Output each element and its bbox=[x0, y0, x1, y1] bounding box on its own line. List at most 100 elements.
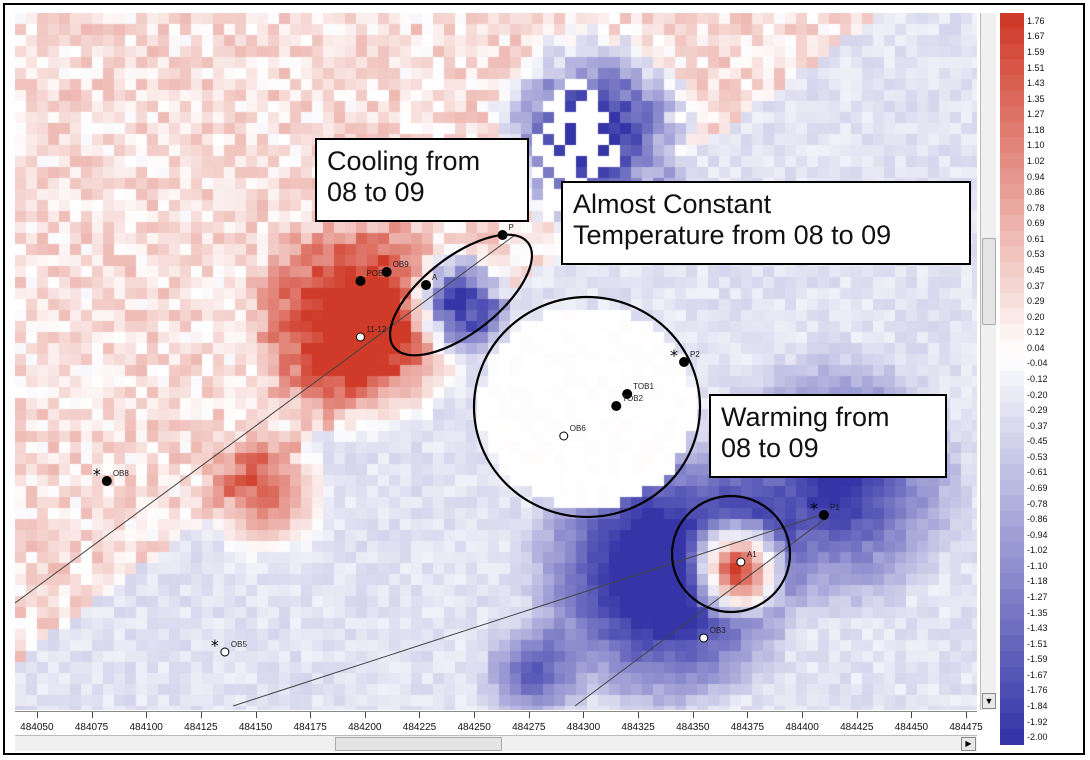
well-marker[interactable]: 11-12 bbox=[355, 325, 387, 342]
x-axis-tick-mark bbox=[364, 712, 366, 718]
x-axis-tick-label: 484250 bbox=[457, 722, 491, 733]
well-lines bbox=[15, 234, 826, 707]
color-scale-label: 0.45 bbox=[1027, 264, 1045, 275]
well-marker[interactable]: TOB2 bbox=[611, 394, 644, 411]
x-axis-tick-label: 484425 bbox=[840, 722, 874, 733]
well-marker[interactable]: OB9 bbox=[381, 260, 410, 277]
well-marker[interactable]: * P2 bbox=[670, 346, 700, 367]
color-scale-label: 0.53 bbox=[1027, 249, 1045, 260]
well-point bbox=[220, 647, 230, 657]
well-label: OB9 bbox=[393, 260, 410, 269]
well-marker[interactable]: A bbox=[421, 273, 439, 290]
vertical-scrollbar[interactable]: ▼ bbox=[980, 13, 996, 710]
x-axis-tick-label: 484175 bbox=[293, 722, 327, 733]
cooling-region-outline bbox=[388, 233, 534, 357]
color-scale-label: 1.10 bbox=[1027, 140, 1045, 151]
well-marker[interactable]: * OB5 bbox=[211, 636, 248, 657]
well-line bbox=[15, 234, 516, 604]
x-axis-tick-mark bbox=[310, 712, 312, 718]
color-scale-label: 0.94 bbox=[1027, 171, 1045, 182]
scroll-down-arrow-icon[interactable]: ▼ bbox=[982, 693, 996, 709]
x-axis-tick-label: 484100 bbox=[129, 722, 163, 733]
well-label: OB3 bbox=[710, 626, 727, 635]
cooling-callout-line2: 08 to 09 bbox=[327, 177, 425, 207]
warming-callout-line1: Warming from bbox=[721, 402, 890, 432]
well-star-icon: * bbox=[810, 499, 818, 518]
well-point bbox=[699, 633, 709, 643]
region-outlines bbox=[388, 233, 792, 614]
well-point bbox=[611, 401, 622, 411]
well-label: OB5 bbox=[231, 640, 248, 649]
color-scale-legend: 1.76 1.67 1.59 1.51 1.43 1.35 1.27 1.18 1.10 1.02… bbox=[997, 13, 1077, 745]
well-marker[interactable]: P bbox=[497, 223, 514, 240]
horizontal-scrollbar[interactable]: ▶ bbox=[15, 735, 977, 751]
horizontal-scroll-thumb[interactable] bbox=[335, 737, 502, 751]
well-label: P bbox=[509, 223, 514, 232]
well-marker[interactable]: TOB1 bbox=[622, 382, 655, 399]
temperature-change-map[interactable]: * OB8 * OB5 POB OB9 A P 11-12 OB6 TOB1 TOB2 * P2 * P1 A1… bbox=[15, 13, 977, 710]
warming-callout: Warming from 08 to 09 bbox=[709, 394, 947, 478]
well-marker[interactable]: * P1 bbox=[810, 499, 840, 520]
x-axis-tick-label: 484150 bbox=[238, 722, 273, 733]
color-scale-label: 0.37 bbox=[1027, 280, 1045, 291]
x-axis-tick-label: 484050 bbox=[20, 722, 54, 733]
warming-region-outline bbox=[670, 494, 792, 614]
x-axis-tick-label: 484125 bbox=[184, 722, 218, 733]
color-scale-label: 1.35 bbox=[1027, 93, 1045, 104]
x-axis: 484050 484075 484100 484125 484150 484175 4842… bbox=[15, 711, 983, 736]
color-scale-label: 0.69 bbox=[1027, 218, 1045, 229]
well-point bbox=[355, 276, 366, 286]
warming-callout-line2: 08 to 09 bbox=[721, 433, 819, 463]
color-scale-label: 1.67 bbox=[1027, 31, 1045, 42]
color-scale-label: -0.53 bbox=[1027, 451, 1048, 462]
x-axis-tick-mark bbox=[255, 712, 257, 718]
x-axis-tick-label: 484075 bbox=[74, 722, 109, 733]
color-scale-label: 1.43 bbox=[1027, 78, 1045, 89]
well-point bbox=[622, 389, 633, 399]
x-axis-tick-mark bbox=[91, 712, 93, 718]
color-scale-label: -0.86 bbox=[1027, 514, 1048, 525]
well-star-icon: * bbox=[211, 636, 219, 655]
color-scale-label: 1.27 bbox=[1027, 109, 1045, 120]
color-scale-label: -0.78 bbox=[1027, 498, 1048, 509]
color-scale-label: -0.12 bbox=[1027, 374, 1048, 384]
x-axis-tick-mark bbox=[747, 712, 749, 718]
color-scale-label: -1.02 bbox=[1027, 545, 1048, 556]
well-marker[interactable]: OB6 bbox=[559, 424, 587, 441]
color-scale-label: -2.00 bbox=[1027, 732, 1048, 743]
color-scale-label: 0.78 bbox=[1027, 202, 1045, 213]
well-marker[interactable]: POB bbox=[355, 269, 383, 286]
x-axis-tick-label: 484225 bbox=[402, 722, 437, 733]
x-axis-tick-mark bbox=[200, 712, 202, 718]
color-scale-bar bbox=[1000, 13, 1024, 745]
color-scale-label: -0.61 bbox=[1027, 467, 1048, 478]
map-overlay: * OB8 * OB5 POB OB9 A P 11-12 OB6 TOB1 TOB2 * P2 * P1 A1… bbox=[15, 223, 840, 707]
color-scale-label: 1.51 bbox=[1027, 62, 1045, 73]
well-marker[interactable]: A1 bbox=[736, 550, 757, 567]
x-axis-tick-label: 484400 bbox=[785, 722, 819, 733]
color-scale-label: 1.59 bbox=[1027, 46, 1045, 57]
figure-frame: * OB8 * OB5 POB OB9 A P 11-12 OB6 TOB1 TOB2 * P2 * P1 A1… bbox=[3, 3, 1085, 755]
well-point bbox=[497, 230, 508, 240]
color-scale-label: -1.10 bbox=[1027, 560, 1048, 571]
x-axis-tick-label: 484200 bbox=[348, 722, 382, 733]
well-marker[interactable]: * OB8 bbox=[93, 465, 130, 486]
color-scale-label: 0.20 bbox=[1027, 311, 1045, 322]
color-scale-label: -1.51 bbox=[1027, 638, 1048, 649]
x-axis-tick-label: 484300 bbox=[566, 722, 601, 733]
color-scale-label: -1.76 bbox=[1027, 685, 1048, 696]
cooling-callout-line1: Cooling from bbox=[327, 146, 481, 176]
well-marker[interactable]: OB3 bbox=[699, 626, 727, 643]
x-axis-tick-label: 484375 bbox=[730, 722, 765, 733]
x-axis-tick-mark bbox=[856, 712, 858, 718]
scroll-right-arrow-icon[interactable]: ▶ bbox=[961, 737, 976, 751]
color-scale-label: -1.43 bbox=[1027, 623, 1048, 634]
well-line bbox=[574, 518, 826, 707]
temperature-heatmap bbox=[15, 13, 977, 710]
vertical-scroll-thumb[interactable] bbox=[982, 238, 996, 325]
x-axis-tick-mark bbox=[419, 712, 421, 718]
color-scale-label: -1.27 bbox=[1027, 592, 1048, 603]
color-scale-label: -0.94 bbox=[1027, 529, 1048, 540]
color-scale-label: -0.69 bbox=[1027, 483, 1048, 494]
x-axis-tick-mark bbox=[802, 712, 804, 718]
